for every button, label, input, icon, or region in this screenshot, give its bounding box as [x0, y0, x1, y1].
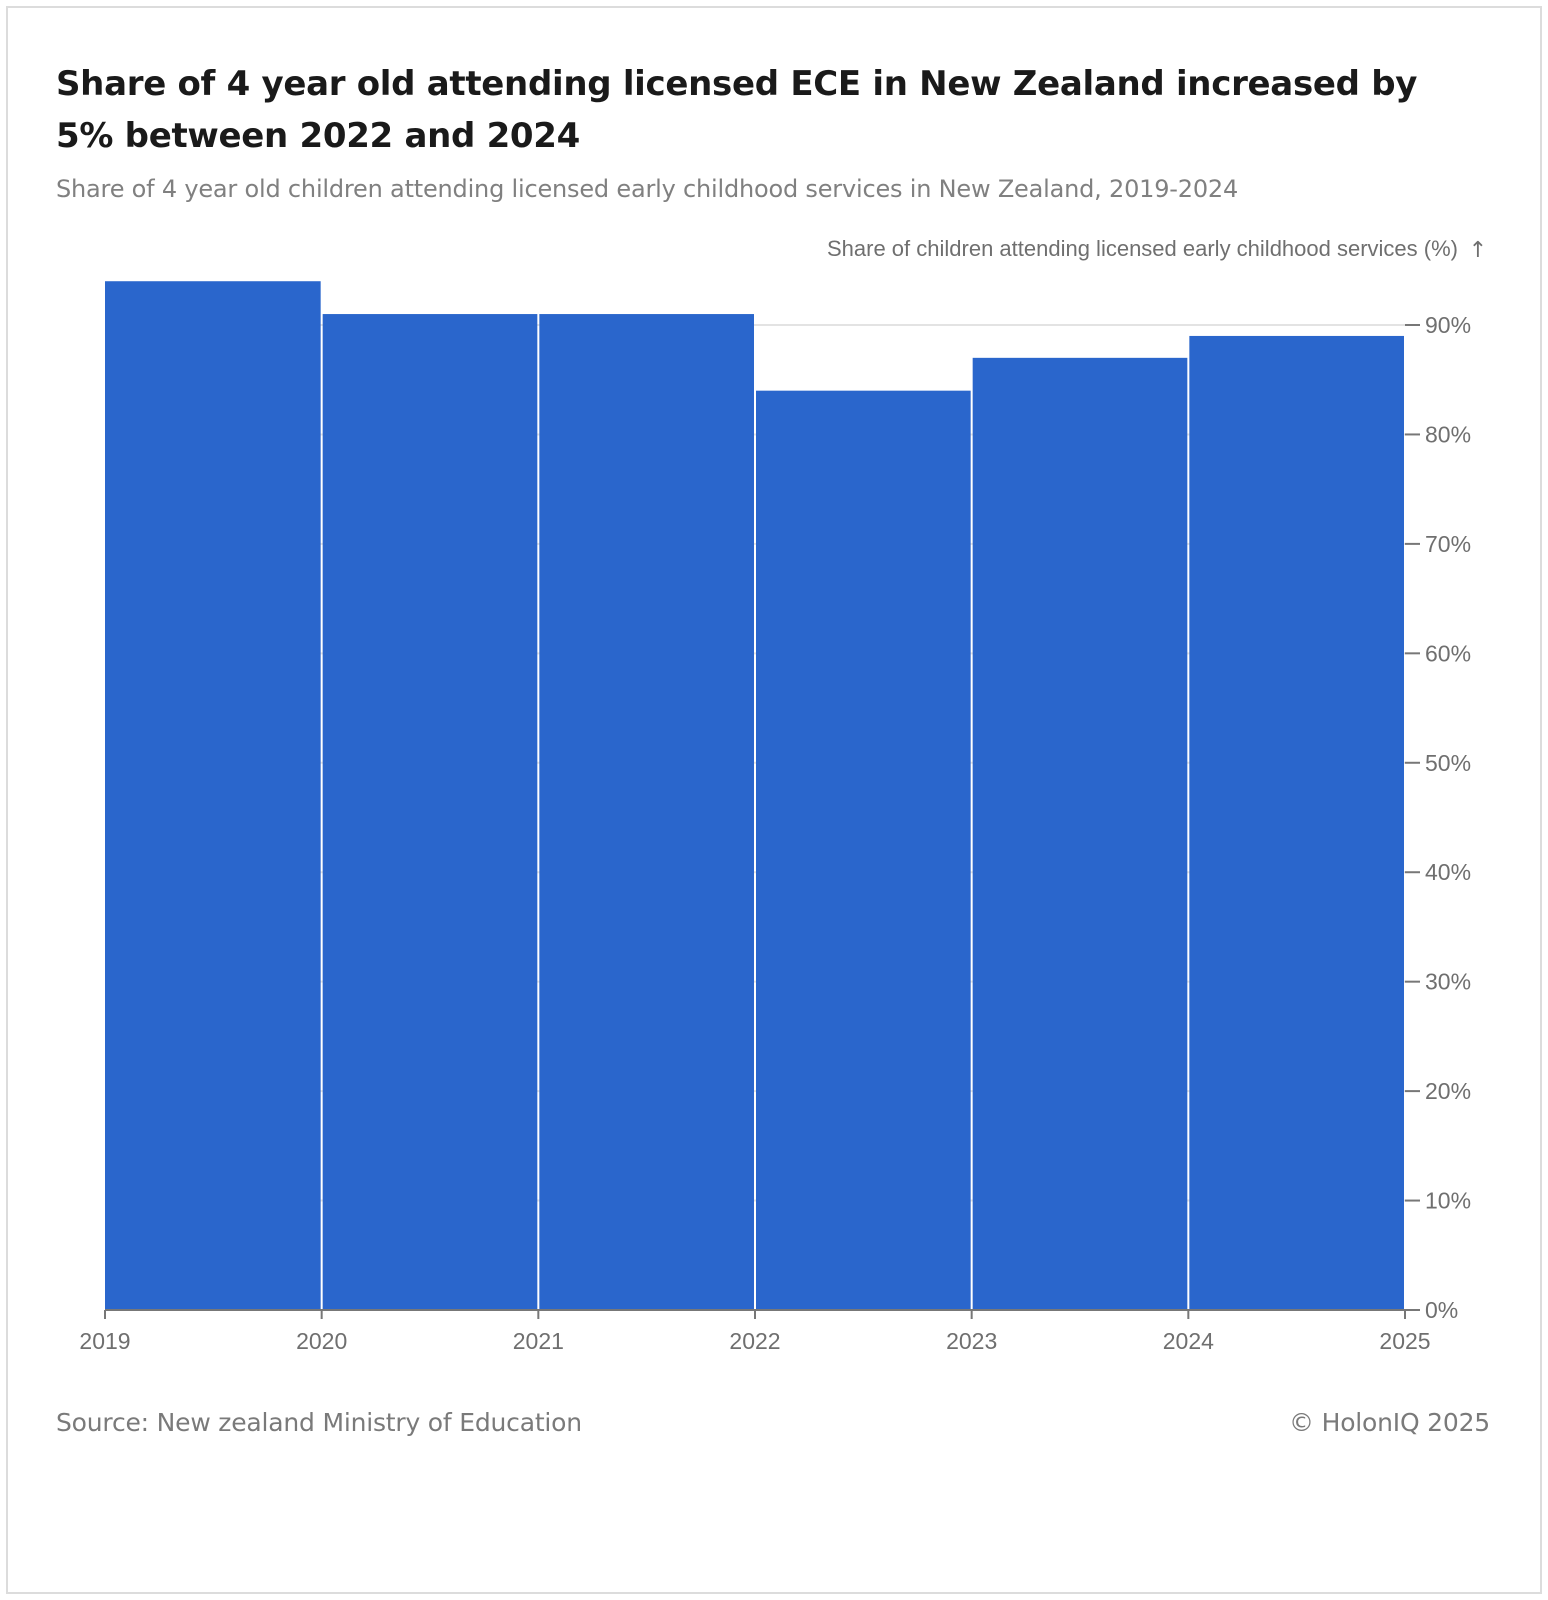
bar-2023 [972, 357, 1188, 1310]
x-tick-label: 2024 [1163, 1328, 1214, 1354]
y-tick-label: 70% [1425, 531, 1471, 557]
y-tick-label: 90% [1425, 312, 1471, 338]
y-tick-label: 60% [1425, 640, 1471, 666]
bar-2024 [1189, 335, 1404, 1310]
chart-title: Share of 4 year old attending licensed E… [56, 64, 1418, 156]
x-tick-label: 2025 [1379, 1328, 1430, 1354]
y-tick-label: 40% [1425, 859, 1471, 885]
bar-2022 [756, 390, 971, 1311]
bar-2019 [105, 281, 321, 1311]
x-tick-label: 2021 [513, 1328, 564, 1354]
y-tick-label: 20% [1425, 1078, 1471, 1104]
y-tick-label: 10% [1425, 1188, 1471, 1214]
bar-2020 [322, 314, 538, 1310]
x-tick-label: 2020 [296, 1328, 347, 1354]
x-tick-label: 2022 [729, 1328, 780, 1354]
tick-labels: 2019 2020 2021 2022 2023 2024 2025 0% 10% 20% 30% 4… [79, 236, 1487, 1354]
y-tick-label: 30% [1425, 969, 1471, 995]
bars [105, 281, 1404, 1311]
x-tick-label: 2019 [79, 1328, 130, 1354]
y-tick-label: 0% [1425, 1297, 1458, 1323]
axes [104, 324, 1420, 1319]
bar-2021 [539, 314, 754, 1310]
copyright-note: © HolonIQ 2025 [1289, 1408, 1490, 1437]
chart-subtitle: Share of 4 year old children attending l… [56, 175, 1239, 203]
up-arrow-icon: ↑ [1469, 238, 1487, 263]
y-axis-title: Share of children attending licensed ear… [827, 236, 1458, 261]
y-tick-label: 50% [1425, 750, 1471, 776]
grid-lines [105, 324, 1405, 1202]
source-note: Source: New zealand Ministry of Educatio… [56, 1408, 582, 1437]
y-tick-label: 80% [1425, 421, 1471, 447]
x-tick-label: 2023 [946, 1328, 997, 1354]
